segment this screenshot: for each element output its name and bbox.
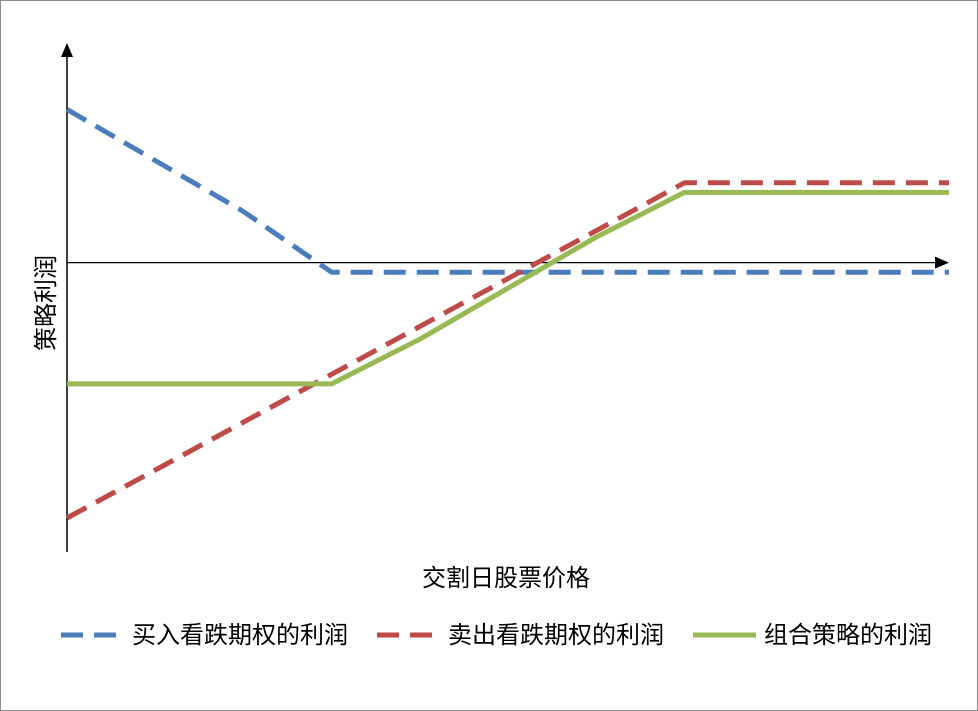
series-line-2 xyxy=(67,189,949,387)
legend-item-combined: 组合策略的利润 xyxy=(693,621,932,649)
legend: 买入看跌期权的利润 卖出看跌期权的利润 组合策略的利润 xyxy=(61,621,932,649)
legend-item-sell-put: 卖出看跌期权的利润 xyxy=(377,621,664,649)
x-axis-label: 交割日股票价格 xyxy=(422,564,590,592)
legend-label-sell-put: 卖出看跌期权的利润 xyxy=(448,621,664,649)
series-layer xyxy=(65,107,949,521)
legend-label-buy-put: 买入看跌期权的利润 xyxy=(132,621,348,649)
series-line-0 xyxy=(65,107,949,275)
y-axis-label: 策略利润 xyxy=(32,255,60,351)
axes xyxy=(61,43,949,552)
series-line-1 xyxy=(65,180,949,521)
legend-label-combined: 组合策略的利润 xyxy=(764,621,932,649)
legend-item-buy-put: 买入看跌期权的利润 xyxy=(61,621,348,649)
